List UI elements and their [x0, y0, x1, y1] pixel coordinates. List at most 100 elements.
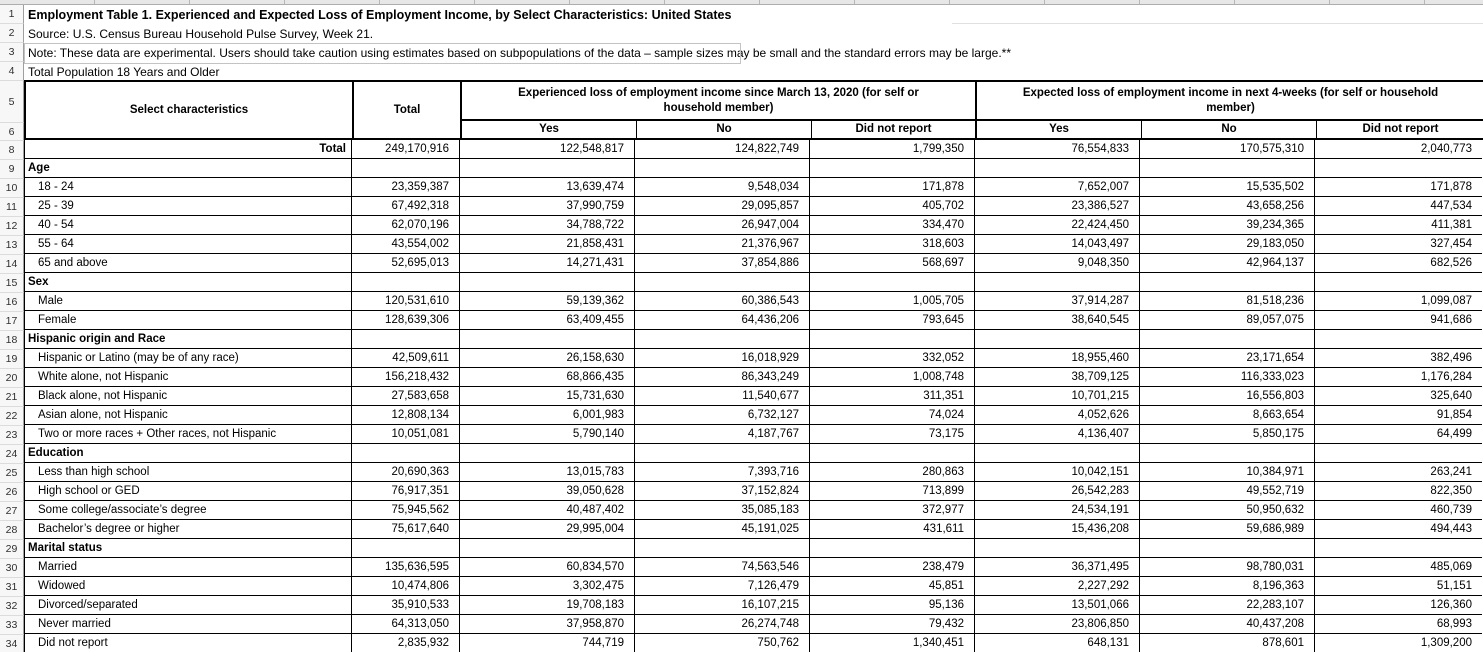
- characteristic-cell[interactable]: Some college/associate’s degree: [24, 501, 352, 520]
- value-cell[interactable]: [635, 273, 810, 292]
- value-cell[interactable]: 10,701,215: [975, 387, 1140, 406]
- characteristic-cell[interactable]: Total: [24, 140, 352, 159]
- value-cell[interactable]: [975, 330, 1140, 349]
- value-cell[interactable]: 81,518,236: [1140, 292, 1315, 311]
- value-cell[interactable]: 62,070,196: [352, 216, 460, 235]
- value-cell[interactable]: [810, 330, 975, 349]
- value-cell[interactable]: [975, 159, 1140, 178]
- value-cell[interactable]: [352, 444, 460, 463]
- value-cell[interactable]: 21,376,967: [635, 235, 810, 254]
- value-cell[interactable]: 793,645: [810, 311, 975, 330]
- value-cell[interactable]: 27,583,658: [352, 387, 460, 406]
- value-cell[interactable]: [1140, 273, 1315, 292]
- value-cell[interactable]: 2,040,773: [1315, 140, 1482, 159]
- row-number[interactable]: 30: [0, 559, 24, 578]
- characteristic-cell[interactable]: 55 - 64: [24, 235, 352, 254]
- row-number[interactable]: 11: [0, 198, 24, 217]
- value-cell[interactable]: [460, 330, 635, 349]
- value-cell[interactable]: 327,454: [1315, 235, 1482, 254]
- characteristic-cell[interactable]: Widowed: [24, 577, 352, 596]
- value-cell[interactable]: 648,131: [975, 634, 1140, 652]
- value-cell[interactable]: [352, 273, 460, 292]
- row-number[interactable]: 34: [0, 635, 24, 652]
- value-cell[interactable]: 2,227,292: [975, 577, 1140, 596]
- characteristic-cell[interactable]: High school or GED: [24, 482, 352, 501]
- value-cell[interactable]: 568,697: [810, 254, 975, 273]
- value-cell[interactable]: 485,069: [1315, 558, 1482, 577]
- value-cell[interactable]: 59,139,362: [460, 292, 635, 311]
- value-cell[interactable]: [460, 444, 635, 463]
- value-cell[interactable]: 682,526: [1315, 254, 1482, 273]
- value-cell[interactable]: 15,436,208: [975, 520, 1140, 539]
- value-cell[interactable]: 35,085,183: [635, 501, 810, 520]
- value-cell[interactable]: 37,152,824: [635, 482, 810, 501]
- characteristic-cell[interactable]: Black alone, not Hispanic: [24, 387, 352, 406]
- value-cell[interactable]: 1,008,748: [810, 368, 975, 387]
- value-cell[interactable]: 20,690,363: [352, 463, 460, 482]
- value-cell[interactable]: 79,432: [810, 615, 975, 634]
- header-experienced-no[interactable]: No: [637, 121, 812, 138]
- row-number[interactable]: 25: [0, 464, 24, 483]
- value-cell[interactable]: 411,381: [1315, 216, 1482, 235]
- value-cell[interactable]: [810, 159, 975, 178]
- row-number[interactable]: 14: [0, 255, 24, 274]
- value-cell[interactable]: 42,509,611: [352, 349, 460, 368]
- value-cell[interactable]: [352, 159, 460, 178]
- value-cell[interactable]: 60,386,543: [635, 292, 810, 311]
- value-cell[interactable]: 35,910,533: [352, 596, 460, 615]
- value-cell[interactable]: 1,799,350: [810, 140, 975, 159]
- value-cell[interactable]: 91,854: [1315, 406, 1482, 425]
- characteristic-cell[interactable]: Two or more races + Other races, not His…: [24, 425, 352, 444]
- value-cell[interactable]: 1,099,087: [1315, 292, 1482, 311]
- header-experienced-did-not-report[interactable]: Did not report: [812, 121, 977, 138]
- value-cell[interactable]: 59,686,989: [1140, 520, 1315, 539]
- header-total[interactable]: Total: [354, 82, 462, 138]
- value-cell[interactable]: 40,437,208: [1140, 615, 1315, 634]
- value-cell[interactable]: [1140, 444, 1315, 463]
- value-cell[interactable]: [975, 273, 1140, 292]
- value-cell[interactable]: 38,640,545: [975, 311, 1140, 330]
- value-cell[interactable]: 24,534,191: [975, 501, 1140, 520]
- value-cell[interactable]: 23,359,387: [352, 178, 460, 197]
- value-cell[interactable]: 744,719: [460, 634, 635, 652]
- value-cell[interactable]: 23,171,654: [1140, 349, 1315, 368]
- row-number[interactable]: 12: [0, 217, 24, 236]
- value-cell[interactable]: 26,542,283: [975, 482, 1140, 501]
- characteristic-cell[interactable]: Did not report: [24, 634, 352, 652]
- row-number[interactable]: 8: [0, 141, 24, 160]
- characteristic-cell[interactable]: Sex: [24, 273, 352, 292]
- value-cell[interactable]: 2,835,932: [352, 634, 460, 652]
- characteristic-cell[interactable]: Hispanic or Latino (may be of any race): [24, 349, 352, 368]
- characteristic-cell[interactable]: Divorced/separated: [24, 596, 352, 615]
- value-cell[interactable]: [635, 444, 810, 463]
- value-cell[interactable]: [810, 539, 975, 558]
- value-cell[interactable]: 36,371,495: [975, 558, 1140, 577]
- value-cell[interactable]: 750,762: [635, 634, 810, 652]
- value-cell[interactable]: 73,175: [810, 425, 975, 444]
- value-cell[interactable]: 15,731,630: [460, 387, 635, 406]
- value-cell[interactable]: [810, 444, 975, 463]
- characteristic-cell[interactable]: Never married: [24, 615, 352, 634]
- value-cell[interactable]: [1315, 159, 1482, 178]
- value-cell[interactable]: 15,535,502: [1140, 178, 1315, 197]
- characteristic-cell[interactable]: Hispanic origin and Race: [24, 330, 352, 349]
- row-number[interactable]: 26: [0, 483, 24, 502]
- value-cell[interactable]: 382,496: [1315, 349, 1482, 368]
- value-cell[interactable]: 334,470: [810, 216, 975, 235]
- value-cell[interactable]: 10,042,151: [975, 463, 1140, 482]
- value-cell[interactable]: 63,409,455: [460, 311, 635, 330]
- value-cell[interactable]: 23,386,527: [975, 197, 1140, 216]
- value-cell[interactable]: 75,945,562: [352, 501, 460, 520]
- value-cell[interactable]: 29,995,004: [460, 520, 635, 539]
- value-cell[interactable]: 22,283,107: [1140, 596, 1315, 615]
- value-cell[interactable]: 10,051,081: [352, 425, 460, 444]
- row-number[interactable]: 10: [0, 179, 24, 198]
- value-cell[interactable]: 4,187,767: [635, 425, 810, 444]
- value-cell[interactable]: 86,343,249: [635, 368, 810, 387]
- row-number[interactable]: 1: [0, 5, 24, 24]
- value-cell[interactable]: 1,309,200: [1315, 634, 1482, 652]
- population-cell[interactable]: Total Population 18 Years and Older: [28, 64, 220, 79]
- value-cell[interactable]: 7,652,007: [975, 178, 1140, 197]
- value-cell[interactable]: [1315, 330, 1482, 349]
- value-cell[interactable]: 37,854,886: [635, 254, 810, 273]
